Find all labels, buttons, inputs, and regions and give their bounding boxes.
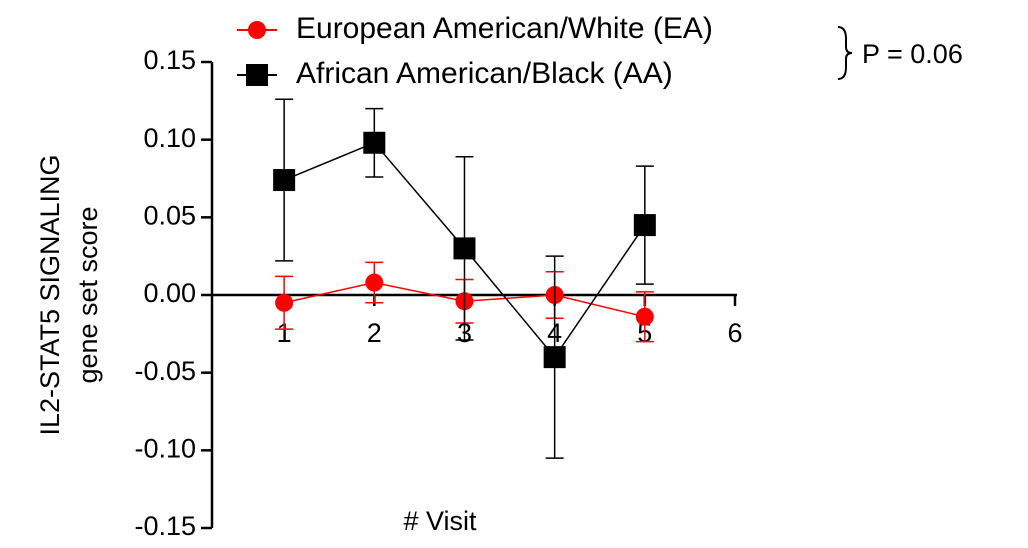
legend-marker: [248, 21, 266, 39]
y-tick-label: 0.00: [143, 278, 196, 308]
x-axis-label: # Visit: [403, 506, 477, 536]
data-point: [453, 237, 476, 260]
x-tick-label: 1: [277, 318, 292, 348]
y-axis-label: IL2-STAT5 SIGNALING: [35, 154, 65, 435]
data-point: [635, 307, 654, 326]
annotation: P = 0.06: [862, 39, 963, 69]
legend-marker: [246, 64, 268, 86]
x-tick-label: 6: [727, 318, 742, 348]
x-tick-label: 2: [367, 318, 382, 348]
y-tick-label: 0.10: [143, 123, 196, 153]
data-point: [543, 346, 566, 369]
y-tick-label: -0.15: [134, 511, 196, 541]
data-point: [273, 169, 296, 192]
y-axis-label: gene set score: [73, 206, 103, 383]
data-point: [363, 131, 386, 154]
y-tick-label: 0.05: [143, 200, 196, 230]
y-tick-label: 0.15: [143, 45, 196, 75]
data-point: [633, 214, 656, 237]
y-tick-label: -0.05: [134, 356, 196, 386]
brace: [837, 26, 853, 80]
data-point: [365, 273, 384, 292]
legend-label: European American/White (EA): [296, 12, 713, 45]
y-tick-label: -0.10: [134, 433, 196, 463]
data-point: [275, 293, 294, 312]
legend-label: African American/Black (AA): [296, 57, 673, 90]
